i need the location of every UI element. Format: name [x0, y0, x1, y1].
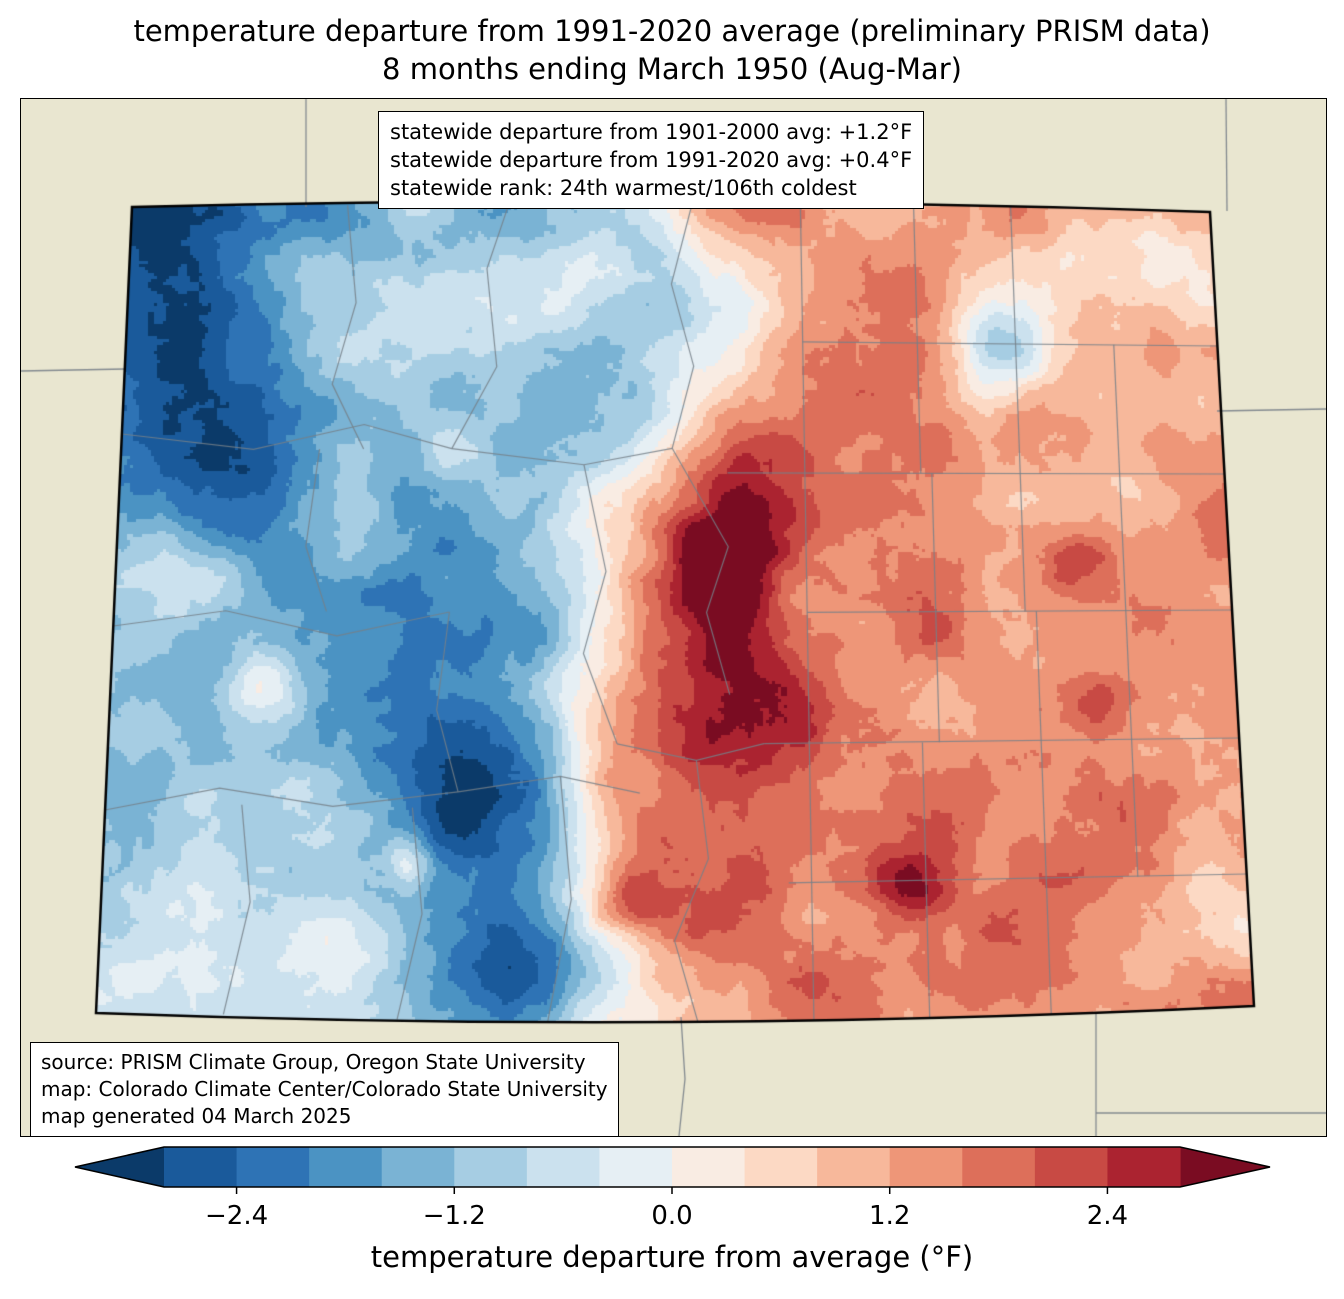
map-credit-line: map: Colorado Climate Center/Colorado St… — [41, 1077, 608, 1101]
stat-departure-1901-2000: statewide departure from 1901-2000 avg: … — [390, 120, 913, 144]
source-attribution-box: source: PRISM Climate Group, Oregon Stat… — [30, 1042, 619, 1137]
colorbar-outline — [74, 1146, 1271, 1188]
colorado-temperature-departure-map — [20, 98, 1327, 1137]
colorbar: −2.4 −1.2 0.0 1.2 2.4 — [74, 1146, 1271, 1231]
colorbar-label: temperature departure from average (°F) — [370, 1240, 974, 1274]
stat-departure-1991-2020: statewide departure from 1991-2020 avg: … — [390, 148, 913, 172]
statewide-stats-box: statewide departure from 1901-2000 avg: … — [378, 111, 925, 209]
title-line-1: temperature departure from 1991-2020 ave… — [133, 14, 1211, 48]
colorbar-tick-label: −2.4 — [205, 1201, 268, 1231]
colorbar-tick-label: −1.2 — [423, 1201, 486, 1231]
colorbar-segments — [75, 1147, 1270, 1187]
colorbar-tick-label: 2.4 — [1087, 1201, 1128, 1231]
generated-date-line: map generated 04 March 2025 — [41, 1104, 352, 1128]
colorbar-tick-label: 0.0 — [651, 1201, 692, 1231]
title-line-2: 8 months ending March 1950 (Aug-Mar) — [382, 52, 962, 86]
stat-statewide-rank: statewide rank: 24th warmest/106th colde… — [390, 176, 857, 200]
source-line: source: PRISM Climate Group, Oregon Stat… — [41, 1050, 586, 1074]
colorbar-ticks: −2.4 −1.2 0.0 1.2 2.4 — [205, 1187, 1128, 1231]
colorbar-tick-label: 1.2 — [869, 1201, 910, 1231]
figure-title: temperature departure from 1991-2020 ave… — [0, 12, 1344, 88]
